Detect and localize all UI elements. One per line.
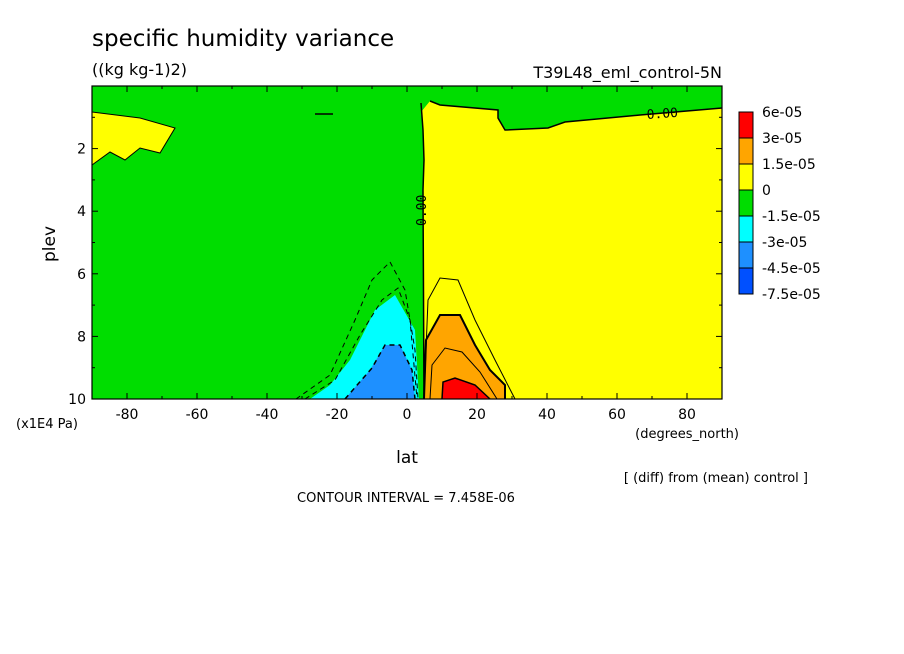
contour-zero-vertical: [420, 102, 425, 400]
contour-positive-inner: [429, 347, 498, 400]
chart-title: specific humidity variance: [92, 26, 394, 52]
legend-swatch: [738, 137, 754, 165]
contour-negative-outer: [295, 261, 419, 400]
legend-swatch: [738, 163, 754, 191]
contour-negative-inner: [344, 344, 416, 400]
contour-label-top: 0.00: [646, 106, 678, 123]
x-tick-label: 80: [678, 407, 696, 423]
legend-label: -3e-05: [762, 235, 807, 251]
contour-positive-outer: [423, 277, 516, 400]
legend-swatch: [738, 215, 754, 243]
plot-area: 0.00 0.00: [91, 85, 723, 400]
x-axis-units: (degrees_north): [635, 427, 739, 442]
x-tick-label: -20: [326, 407, 349, 423]
x-tick-label: 40: [538, 407, 556, 423]
legend-label: 3e-05: [762, 131, 802, 147]
contour-interval: CONTOUR INTERVAL = 7.458E-06: [297, 491, 515, 506]
y-tick-label: 2: [77, 142, 86, 158]
region-positive-core: [424, 315, 505, 399]
x-axis: -80 -60 -40 -20 0 20 40 60 80: [91, 86, 723, 423]
y-tick-label: 6: [77, 267, 86, 283]
contour-positive-core: [441, 377, 491, 400]
x-axis-label: lat: [396, 448, 418, 468]
y-tick-label: 8: [77, 329, 86, 345]
legend-label: 0: [762, 183, 771, 199]
x-tick-label: 0: [403, 407, 412, 423]
run-label: T39L48_eml_control-5N: [532, 63, 722, 83]
contour-zero-top: [429, 100, 723, 131]
contour-zero-polar: [91, 111, 176, 166]
x-tick-label: 60: [608, 407, 626, 423]
color-legend: 6e-05 3e-05 1.5e-05 0 -1.5e-05 -3e-05 -4.5e-05…: [738, 105, 821, 303]
contour-positive-mid: [423, 314, 506, 400]
y-axis-label: plev: [40, 226, 60, 262]
x-tick-label: -60: [186, 407, 209, 423]
legend-swatch: [738, 111, 754, 139]
legend-swatch: [738, 189, 754, 217]
x-tick-label: -40: [256, 407, 279, 423]
chart-units: ((kg kg-1)2): [92, 60, 187, 79]
legend-label: -7.5e-05: [762, 287, 821, 303]
legend-swatch: [738, 267, 754, 295]
region-weak-positive: [421, 101, 722, 399]
legend-label: -1.5e-05: [762, 209, 821, 225]
region-strong-positive-core: [442, 378, 490, 399]
contour-label-vertical: 0.00: [415, 195, 430, 226]
y-axis: 2 4 6 8 10: [68, 116, 722, 408]
region-strong-negative-core: [345, 345, 415, 399]
legend-label: 1.5e-05: [762, 157, 816, 173]
y-tick-label: 4: [77, 204, 86, 220]
legend-swatch: [738, 241, 754, 269]
legend-label: 6e-05: [762, 105, 802, 121]
x-tick-label: 20: [468, 407, 486, 423]
y-axis-units: (x1E4 Pa): [16, 417, 78, 432]
region-positive-patch-polar: [92, 112, 175, 165]
y-tick-label: 10: [68, 392, 86, 408]
diff-note: [ (diff) from (mean) control ]: [624, 471, 808, 486]
contour-negative-mid: [304, 287, 418, 400]
x-tick-label: -80: [116, 407, 139, 423]
legend-label: -4.5e-05: [762, 261, 821, 277]
